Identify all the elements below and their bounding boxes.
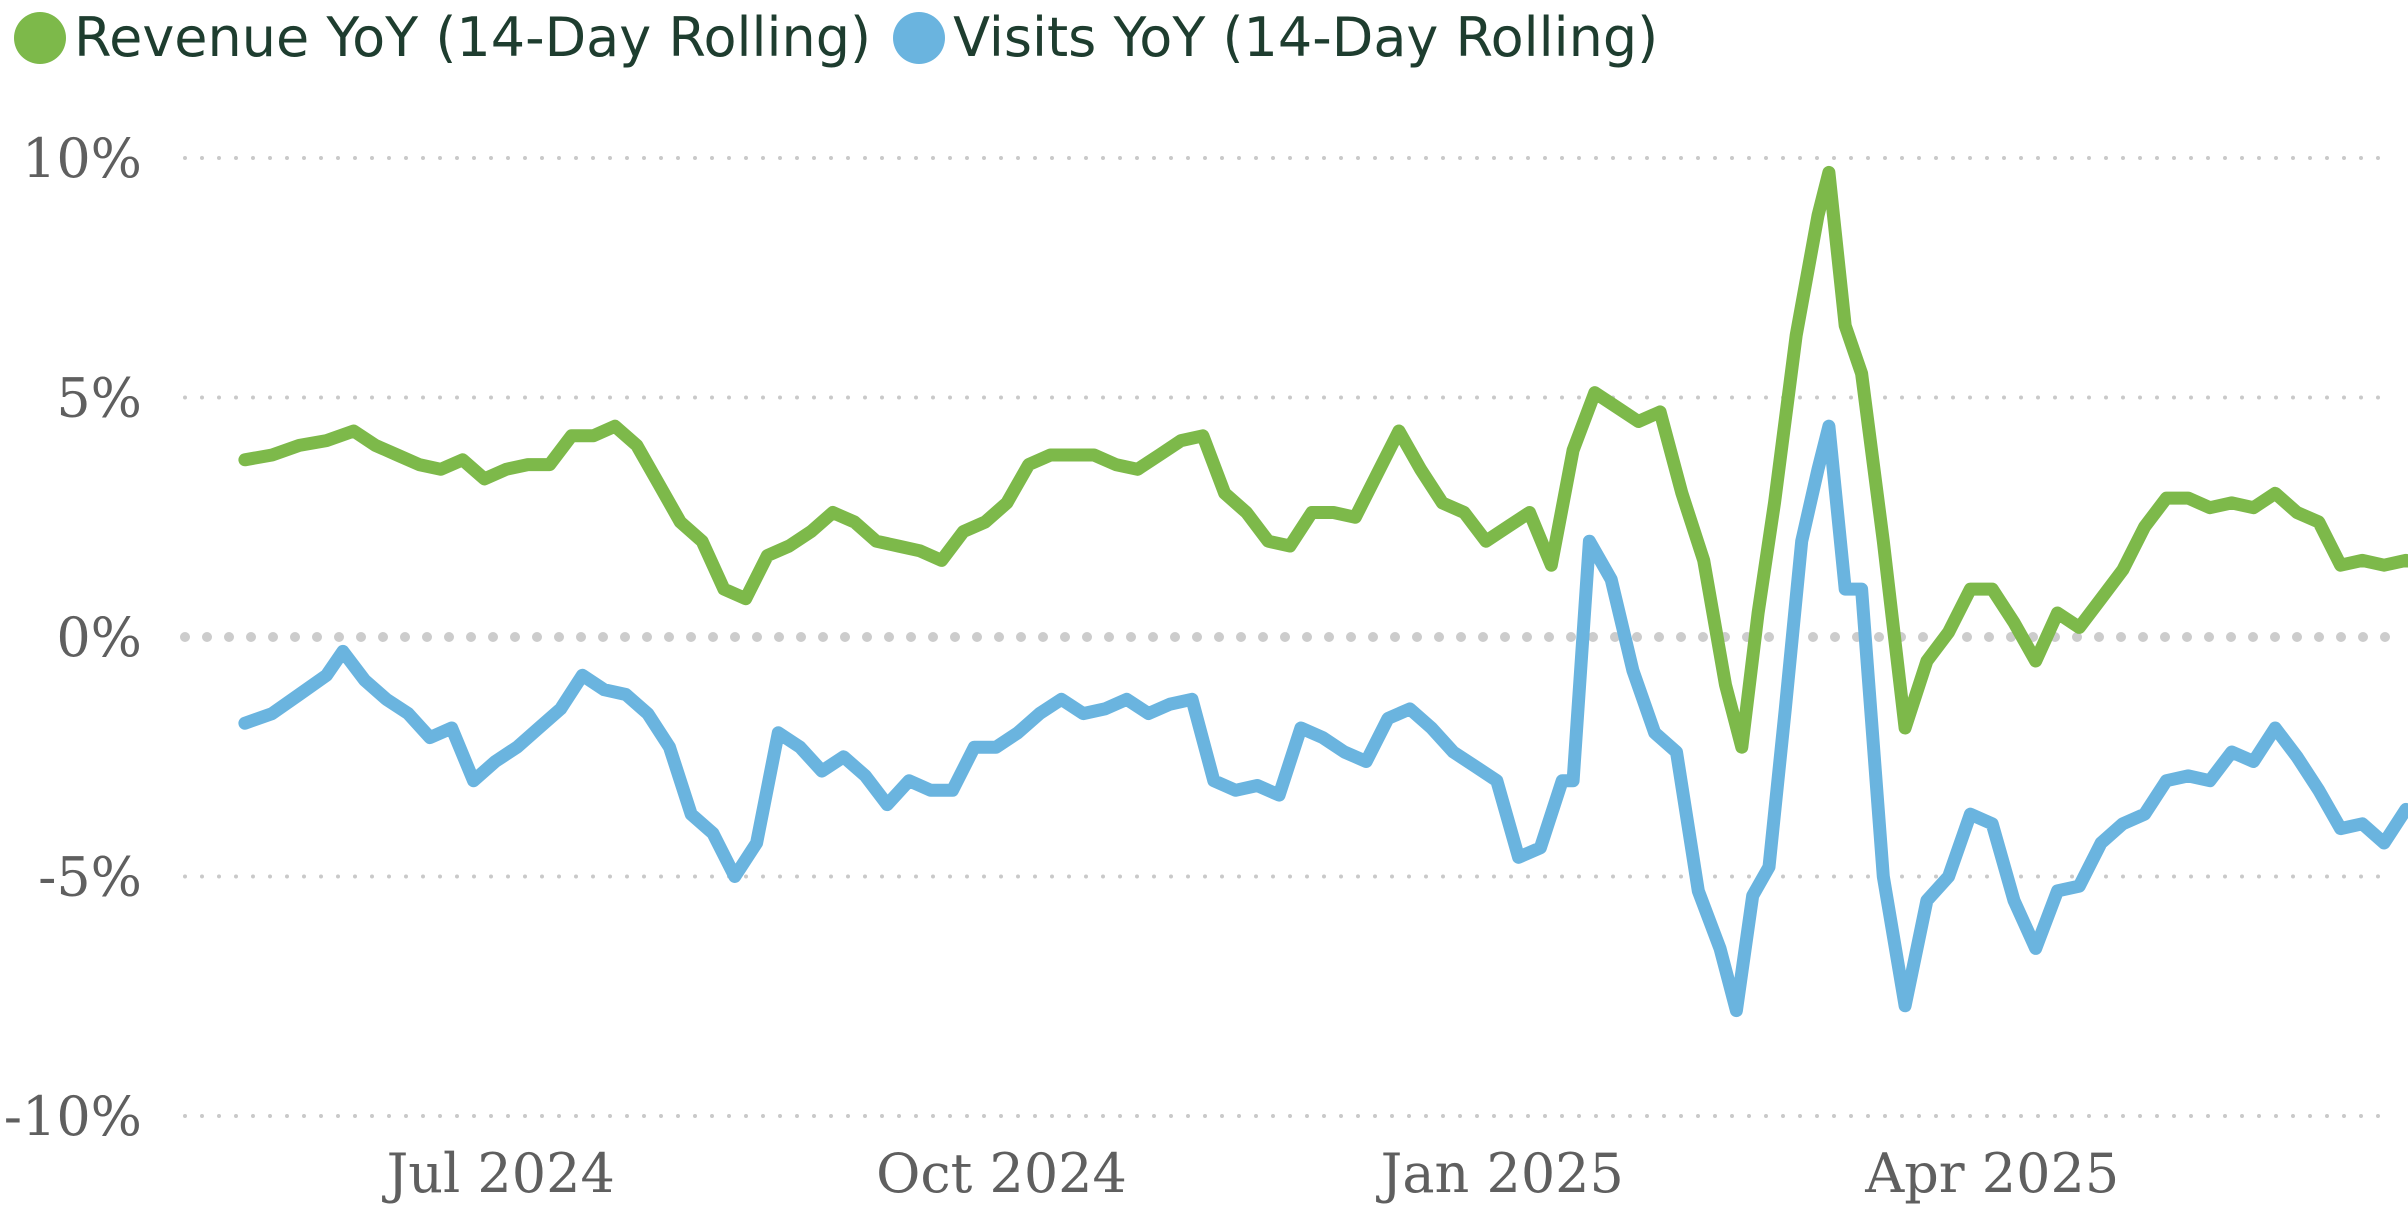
- y-tick-label: 5%: [56, 367, 142, 430]
- legend-item-visits[interactable]: Visits YoY (14-Day Rolling): [893, 6, 1658, 69]
- y-tick-label: 0%: [56, 606, 142, 669]
- y-tick-label: -5%: [38, 846, 142, 909]
- legend-marker-revenue: [14, 11, 66, 64]
- y-tick-label: 10%: [22, 127, 142, 190]
- legend-item-revenue[interactable]: Revenue YoY (14-Day Rolling): [14, 6, 871, 69]
- x-tick-label: Oct 2024: [876, 1142, 1127, 1205]
- x-tick-label: Apr 2025: [1864, 1142, 2119, 1205]
- y-tick-label: -10%: [4, 1085, 142, 1148]
- x-tick-label: Jan 2025: [1376, 1142, 1624, 1205]
- gridlines: [180, 156, 2400, 1118]
- visits-line[interactable]: [238, 419, 2408, 1018]
- revenue-line[interactable]: [238, 165, 2408, 754]
- legend: Revenue YoY (14-Day Rolling) Visits YoY …: [14, 6, 1680, 69]
- y-axis-tick-labels: 10% 5% 0% -5% -10%: [4, 127, 142, 1148]
- x-tick-label: Jul 2024: [382, 1142, 615, 1205]
- series-lines: [238, 165, 2408, 1018]
- x-axis-tick-labels: Jul 2024 Oct 2024 Jan 2025 Apr 2025: [382, 1142, 2120, 1205]
- legend-label-visits: Visits YoY (14-Day Rolling): [953, 6, 1659, 69]
- legend-marker-visits: [893, 11, 946, 64]
- legend-label-revenue: Revenue YoY (14-Day Rolling): [74, 6, 872, 69]
